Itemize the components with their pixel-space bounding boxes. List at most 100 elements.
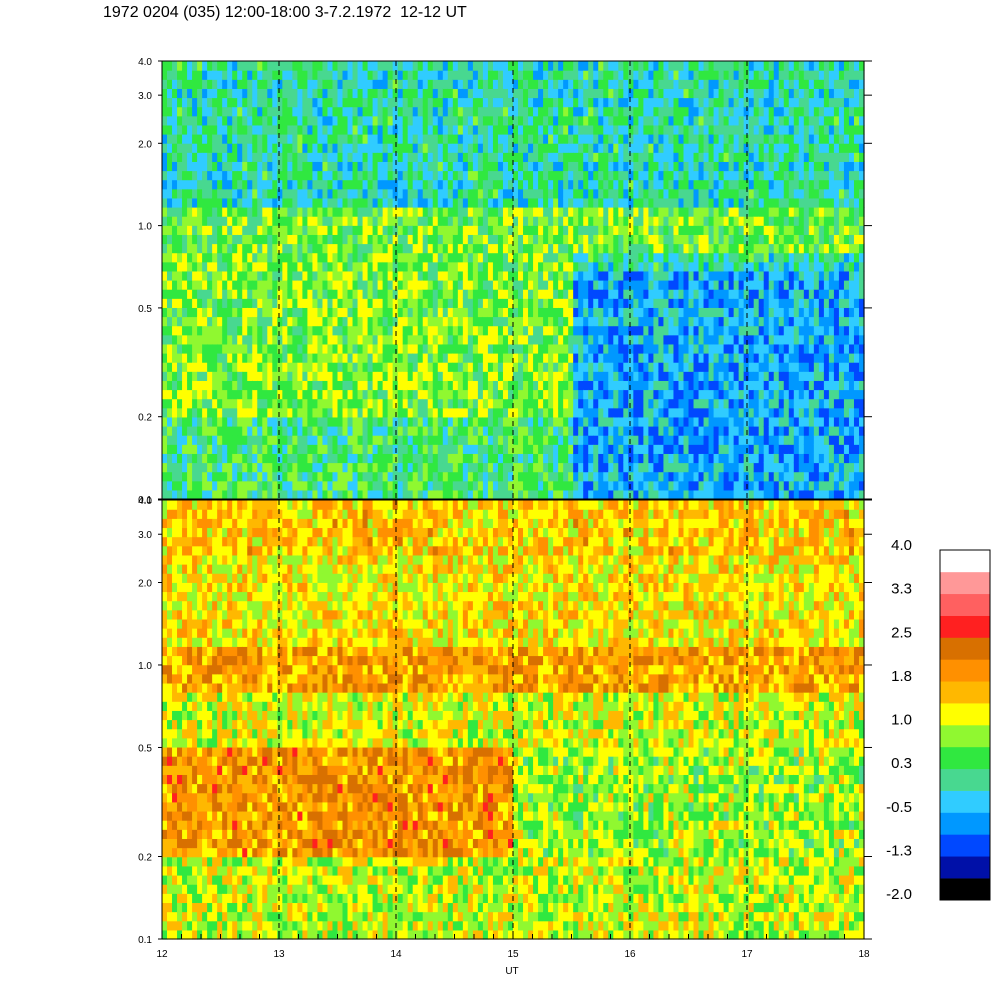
heatmap-cell	[477, 489, 484, 500]
heatmap-cell	[212, 480, 218, 491]
heatmap-cell	[427, 289, 434, 299]
heatmap-cell	[432, 70, 439, 80]
heatmap-cell	[487, 371, 494, 381]
heatmap-cell	[653, 161, 660, 172]
heatmap-cell	[588, 170, 594, 181]
heatmap-cell	[492, 252, 499, 263]
heatmap-cell	[312, 371, 319, 381]
heatmap-cell	[663, 489, 670, 500]
heatmap-cell	[287, 362, 293, 372]
heatmap-cell	[357, 243, 364, 254]
heatmap-cell	[332, 298, 339, 308]
heatmap-cell	[352, 79, 359, 89]
heatmap-cell	[643, 79, 649, 89]
heatmap-cell	[518, 489, 524, 500]
heatmap-cell	[482, 462, 489, 473]
heatmap-cell	[427, 362, 434, 372]
heatmap-cell	[613, 115, 619, 126]
heatmap-cell	[397, 435, 404, 445]
heatmap-cell	[337, 261, 344, 272]
heatmap-cell	[482, 398, 489, 409]
heatmap-cell	[643, 106, 649, 117]
heatmap-cell	[467, 170, 474, 181]
heatmap-cell	[232, 61, 238, 71]
heatmap-cell	[237, 398, 243, 409]
heatmap-cell	[287, 298, 293, 308]
heatmap-cell	[588, 106, 594, 117]
heatmap-cell	[262, 161, 268, 172]
heatmap-cell	[217, 188, 223, 199]
heatmap-cell	[583, 444, 589, 454]
heatmap-cell	[267, 334, 273, 345]
heatmap-cell	[538, 243, 544, 254]
heatmap-cell	[317, 188, 324, 199]
heatmap-cell	[513, 234, 519, 245]
heatmap-cell	[182, 325, 188, 336]
heatmap-cell	[172, 389, 178, 400]
heatmap-cell	[372, 426, 379, 436]
heatmap-cell	[633, 471, 639, 482]
heatmap-cell	[372, 152, 379, 162]
heatmap-cell	[332, 243, 339, 254]
heatmap-cell	[553, 143, 559, 153]
heatmap-cell	[648, 362, 654, 372]
heatmap-cell	[528, 462, 534, 473]
heatmap-cell	[162, 197, 168, 208]
heatmap-cell	[668, 316, 675, 327]
heatmap-cell	[472, 480, 479, 491]
heatmap-cell	[382, 389, 389, 400]
heatmap-cell	[492, 88, 499, 99]
heatmap-cell	[412, 197, 419, 208]
heatmap-cell	[623, 152, 629, 162]
heatmap-cell	[658, 353, 665, 363]
heatmap-cell	[437, 462, 444, 473]
heatmap-cell	[382, 480, 389, 491]
heatmap-cell	[462, 270, 469, 281]
heatmap-cell	[242, 61, 248, 71]
heatmap-cell	[417, 161, 424, 172]
heatmap-cell	[362, 371, 369, 381]
heatmap-cell	[207, 416, 213, 427]
heatmap-cell	[332, 307, 339, 318]
heatmap-cell	[538, 124, 544, 135]
heatmap-cell	[668, 371, 675, 381]
heatmap-cell	[613, 416, 619, 427]
heatmap-cell	[638, 416, 644, 427]
heatmap-cell	[167, 106, 173, 117]
heatmap-cell	[558, 88, 564, 99]
heatmap-cell	[633, 353, 639, 363]
heatmap-cell	[482, 61, 489, 71]
heatmap-cell	[307, 179, 314, 190]
heatmap-cell	[282, 343, 288, 354]
heatmap-cell	[282, 225, 288, 235]
heatmap-cell	[352, 389, 359, 400]
heatmap-cell	[422, 343, 429, 354]
heatmap-cell	[307, 407, 314, 418]
heatmap-cell	[573, 380, 579, 391]
heatmap-cell	[162, 435, 168, 445]
heatmap-cell	[222, 471, 228, 482]
heatmap-cell	[492, 325, 499, 336]
heatmap-cell	[603, 289, 609, 299]
heatmap-cell	[397, 371, 404, 381]
heatmap-cell	[327, 416, 334, 427]
heatmap-cell	[202, 325, 208, 336]
heatmap-cell	[678, 289, 685, 299]
heatmap-cell	[402, 325, 409, 336]
heatmap-cell	[548, 88, 554, 99]
heatmap-cell	[352, 188, 359, 199]
heatmap-cell	[182, 261, 188, 272]
heatmap-cell	[663, 316, 670, 327]
heatmap-cell	[407, 170, 414, 181]
heatmap-cell	[172, 489, 178, 500]
heatmap-cell	[467, 115, 474, 126]
heatmap-cell	[568, 79, 574, 89]
heatmap-cell	[472, 380, 479, 391]
heatmap-cell	[162, 316, 168, 327]
heatmap-cell	[477, 362, 484, 372]
heatmap-cell	[232, 79, 238, 89]
heatmap-cell	[653, 261, 660, 272]
heatmap-cell	[618, 398, 624, 409]
heatmap-cell	[307, 97, 314, 108]
heatmap-cell	[673, 161, 680, 172]
